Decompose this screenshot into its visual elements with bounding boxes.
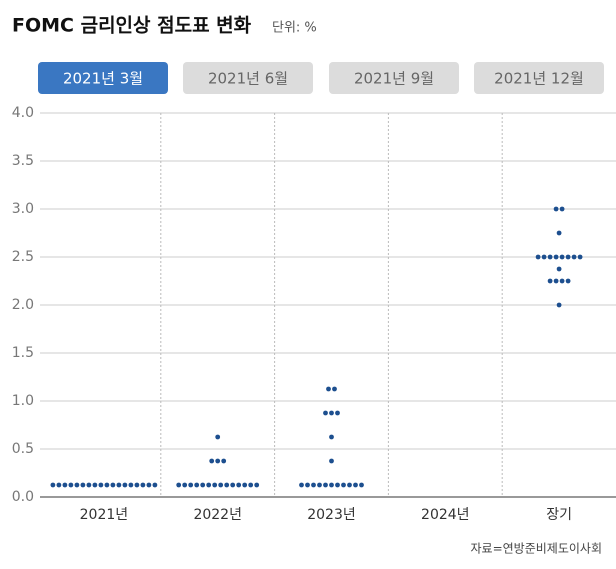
dot [116, 482, 122, 488]
dot [329, 410, 334, 416]
tab-label[interactable]: 2021년 9월 [354, 70, 434, 88]
dot [254, 482, 260, 488]
dot [230, 482, 236, 488]
dot [323, 482, 328, 488]
dot [535, 254, 541, 260]
dot [329, 458, 334, 464]
x-tick-label: 2023년 [307, 507, 356, 523]
dot [323, 410, 328, 416]
chart-title: FOMC 금리인상 점도표 변화 [12, 15, 252, 37]
dot [80, 482, 86, 488]
dot [556, 302, 562, 308]
dot [341, 482, 346, 488]
tab[interactable] [329, 62, 459, 94]
dot [152, 482, 158, 488]
dot [565, 278, 571, 284]
dot [248, 482, 254, 488]
tab[interactable] [474, 62, 604, 94]
dot [553, 254, 559, 260]
dot [92, 482, 98, 488]
dot [335, 410, 340, 416]
source: 자료=연방준비제도이사회 [471, 542, 603, 556]
dot [122, 482, 128, 488]
dot [74, 482, 80, 488]
tab[interactable] [38, 62, 168, 94]
dot [56, 482, 62, 488]
dot [104, 482, 110, 488]
dot [326, 386, 331, 392]
dot [236, 482, 242, 488]
dot [329, 482, 334, 488]
dot [50, 482, 56, 488]
dot [98, 482, 104, 488]
dot [329, 434, 334, 440]
dot [188, 482, 194, 488]
dot [547, 278, 553, 284]
dot [577, 254, 583, 260]
dot [212, 482, 218, 488]
dot [86, 482, 92, 488]
dot [317, 482, 322, 488]
dot [215, 458, 221, 464]
dot [553, 206, 559, 212]
x-tick-label: 2024년 [421, 507, 470, 523]
dot [68, 482, 74, 488]
dot [559, 206, 565, 212]
y-tick-label: 0.5 [12, 441, 34, 457]
dot [206, 482, 212, 488]
dot [134, 482, 140, 488]
dot [305, 482, 310, 488]
y-tick-label: 0.0 [12, 489, 34, 505]
y-tick-label: 2.0 [12, 297, 34, 313]
tab-label[interactable]: 2021년 12월 [494, 70, 584, 88]
dot [194, 482, 200, 488]
y-tick-label: 4.0 [12, 105, 34, 121]
dot [335, 482, 340, 488]
tab-label[interactable]: 2021년 6월 [208, 70, 288, 88]
dot [556, 230, 562, 236]
dot [242, 482, 248, 488]
dot [565, 254, 571, 260]
dot [221, 458, 227, 464]
dot [209, 458, 215, 464]
dot [547, 254, 553, 260]
dot [556, 266, 562, 272]
dot [176, 482, 182, 488]
dot [571, 254, 577, 260]
dot [332, 386, 337, 392]
y-tick-label: 1.5 [12, 345, 34, 361]
dot [541, 254, 547, 260]
dot [311, 482, 316, 488]
x-tick-label: 장기 [546, 507, 572, 523]
dot [224, 482, 230, 488]
dot [553, 278, 559, 284]
y-tick-label: 3.5 [12, 153, 34, 169]
dot [200, 482, 206, 488]
dot [218, 482, 224, 488]
dot [140, 482, 146, 488]
dot [215, 434, 221, 440]
dot [359, 482, 364, 488]
dot [62, 482, 68, 488]
dot [110, 482, 116, 488]
y-tick-label: 1.0 [12, 393, 34, 409]
dot [353, 482, 358, 488]
x-tick-label: 2022년 [193, 507, 242, 523]
y-tick-label: 2.5 [12, 249, 34, 265]
dot [128, 482, 134, 488]
tab-label[interactable]: 2021년 3월 [63, 70, 143, 88]
dot [347, 482, 352, 488]
unit-label: 단위: % [272, 21, 317, 36]
dot [182, 482, 188, 488]
tab[interactable] [183, 62, 313, 94]
dot [146, 482, 152, 488]
dot [559, 278, 565, 284]
y-tick-label: 3.0 [12, 201, 34, 217]
x-tick-label: 2021년 [80, 507, 129, 523]
dot [559, 254, 565, 260]
dot [299, 482, 304, 488]
